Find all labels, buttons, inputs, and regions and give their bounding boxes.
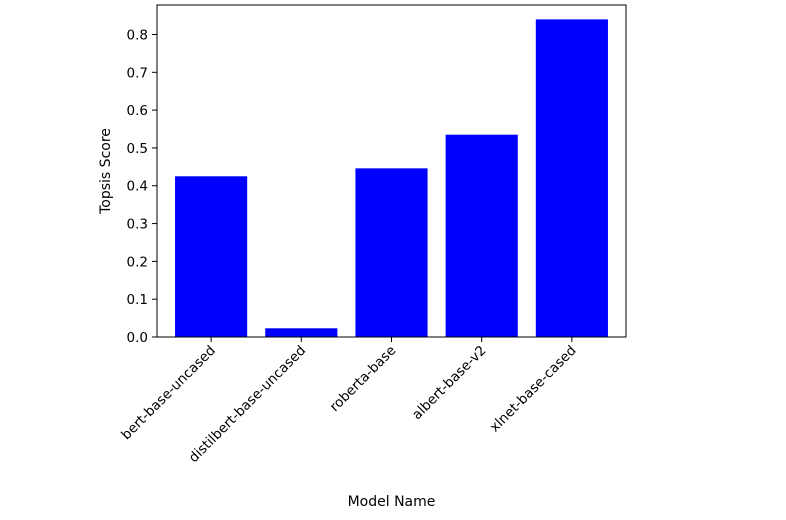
bar-bert-base-uncased [175,176,248,337]
y-tick-label: 0.2 [127,254,148,270]
x-tick-label: xlnet-base-cased [487,343,580,436]
plot-frame [156,4,627,338]
bars-group [175,19,608,338]
y-tick-label: 0.8 [127,27,148,43]
y-tick-label: 0.7 [127,65,148,81]
x-tick-label: roberta-base [327,343,400,416]
y-axis-ticks: 0.0 0.1 0.2 0.3 0.4 0.5 0.6 0.7 0.8 [127,27,157,346]
x-axis-label: Model Name [348,494,436,510]
y-tick-label: 0.3 [127,217,148,233]
y-tick-label: 0.1 [127,292,148,308]
y-tick-label: 0.0 [127,330,148,346]
x-axis-ticks: bert-base-uncaseddistilbert-base-uncased… [118,337,580,466]
bar-distilbert-base-uncased [265,328,338,337]
y-tick-label: 0.4 [127,179,148,195]
bar-roberta-base [355,168,428,337]
x-tick-label: bert-base-uncased [118,343,219,444]
y-axis-label: Topsis Score [98,128,114,215]
y-tick-label: 0.5 [127,141,148,157]
y-tick-label: 0.6 [127,103,148,119]
bar-xlnet-base-cased [535,19,608,338]
bar-albert-base-v2 [445,134,518,337]
x-tick-label: albert-base-v2 [409,343,490,424]
